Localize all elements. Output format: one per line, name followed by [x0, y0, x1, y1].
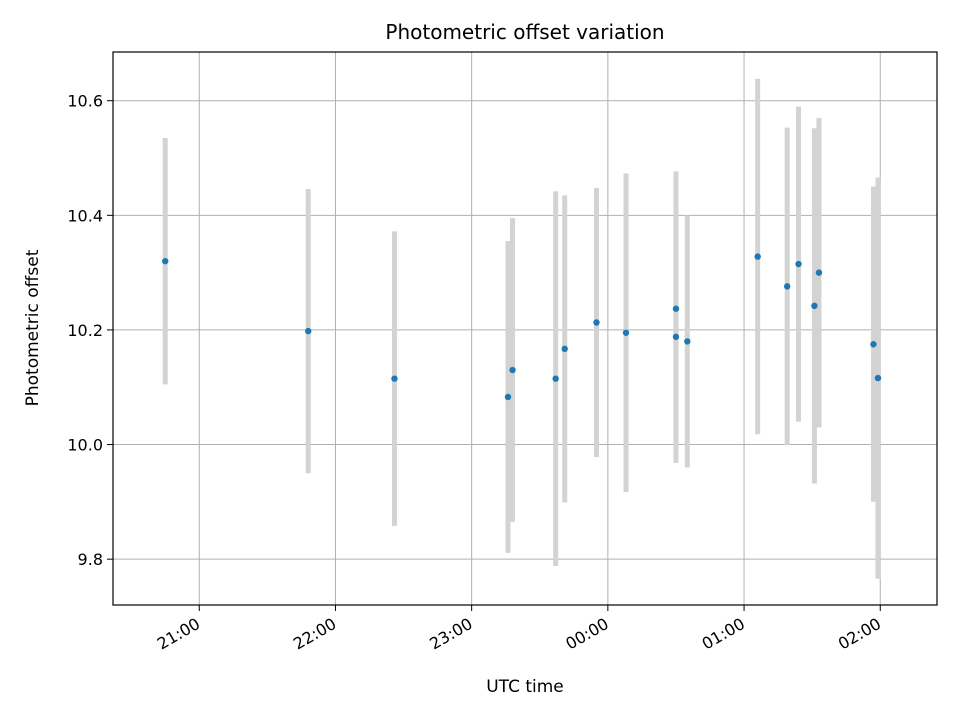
y-tick-label: 9.8 [78, 550, 103, 569]
data-point [561, 345, 568, 353]
data-point [305, 327, 312, 335]
data-point [870, 341, 877, 348]
data-point [162, 257, 169, 265]
data-point [552, 375, 559, 382]
y-axis-ticks: 9.8 10.0 10.2 10.4 10.6 [67, 92, 113, 569]
data-point [874, 374, 882, 382]
data-point [795, 260, 802, 268]
x-axis-label: UTC time [486, 677, 564, 697]
y-tick-label: 10.2 [67, 321, 103, 340]
data-point [672, 333, 680, 341]
data-point [754, 253, 761, 260]
axes-frame [112, 51, 938, 606]
data-point [391, 375, 398, 382]
data-point [684, 338, 691, 345]
chart-title: Photometric offset variation [385, 20, 664, 44]
y-axis-label: Photometric offset [23, 249, 43, 406]
data-point [593, 319, 600, 326]
y-tick-label: 10.4 [67, 206, 103, 225]
y-tick-label: 10.0 [67, 436, 103, 455]
data-point [783, 283, 791, 290]
data-point [509, 366, 516, 374]
y-tick-label: 10.6 [67, 92, 103, 111]
data-point [504, 393, 512, 401]
data-points [162, 253, 882, 401]
data-point [811, 302, 818, 310]
data-point [815, 269, 823, 276]
data-point [622, 329, 630, 336]
data-point [672, 305, 680, 312]
